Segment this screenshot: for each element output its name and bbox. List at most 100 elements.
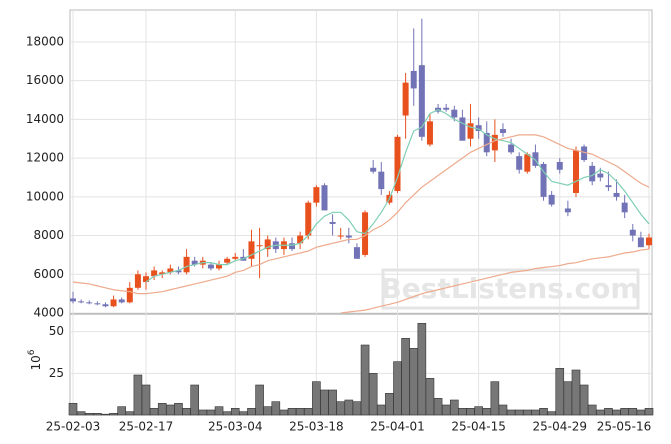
volume-bar [636, 409, 646, 416]
volume-bar [425, 378, 435, 416]
volume-bar [109, 413, 118, 416]
volume-bar [571, 369, 581, 416]
candle-body [126, 287, 133, 303]
candle-body [78, 301, 85, 303]
volume-bar [125, 411, 135, 416]
candle-body [370, 167, 377, 172]
candle-body [467, 123, 474, 139]
volume-bar [523, 409, 532, 416]
volume-bar [76, 411, 86, 416]
candle-body [345, 235, 352, 238]
volume-bar [149, 408, 159, 416]
candle-body [207, 264, 214, 269]
volume-bar [441, 404, 451, 416]
volume-bar [401, 338, 410, 416]
volume-bar [222, 411, 232, 416]
candle-body [451, 109, 458, 118]
volume-bar [417, 323, 427, 416]
volume-bar [101, 413, 110, 416]
x-tick-label: 25-04-15 [451, 420, 505, 434]
candle-body [410, 70, 417, 89]
volume-bar [141, 384, 151, 416]
volume-unit: 10 [29, 355, 43, 370]
volume-bar [539, 408, 548, 416]
volume-bar [198, 409, 208, 416]
y-tick-label: 18000 [26, 34, 64, 48]
candle-body [564, 208, 571, 213]
volume-bar [563, 381, 573, 416]
candle-body [646, 237, 652, 246]
moving-average-line [145, 109, 650, 283]
candle-body [256, 245, 263, 247]
volume-bar [344, 399, 354, 416]
candle-body [613, 192, 620, 197]
y-tick-label: 6000 [33, 267, 64, 281]
volume-bar [328, 389, 337, 416]
candle-body [134, 274, 141, 288]
volume-bar [133, 374, 143, 416]
volume-bar [498, 404, 508, 416]
candle-body [118, 299, 125, 303]
volume-bar [182, 408, 191, 416]
volume-bar [174, 403, 183, 416]
volume-bar [157, 403, 167, 416]
volume-bar [263, 406, 273, 416]
volume-bar [117, 406, 126, 416]
candle-body [629, 229, 636, 236]
y-tick-label: 4000 [33, 306, 64, 320]
candle-body [329, 222, 336, 224]
candle-body [556, 161, 563, 170]
y-tick-label: 16000 [26, 73, 64, 87]
volume-bar [93, 413, 102, 416]
candle-body [183, 256, 190, 273]
volume-bar [385, 393, 394, 416]
candle-body [637, 237, 644, 248]
candle-body [143, 276, 150, 283]
volume-bar [287, 408, 297, 416]
x-tick-label: 25-02-17 [119, 420, 173, 434]
volume-axis-label: 106 [27, 349, 43, 370]
candle-body [102, 304, 109, 307]
candle-body [597, 173, 604, 178]
candle-body [516, 156, 523, 170]
candle-body [94, 303, 101, 305]
candle-body [426, 121, 433, 145]
candle-body [589, 165, 596, 182]
volume-bar [295, 408, 305, 416]
candle-body [313, 187, 320, 203]
volume-bar [393, 361, 402, 416]
volume-bar [206, 409, 216, 416]
volume-bar [644, 408, 654, 416]
candle-body [159, 272, 166, 275]
candle-body [475, 125, 482, 132]
candle-body [175, 270, 182, 273]
volume-tick-label: 50 [49, 324, 64, 338]
volume-exponent: 6 [27, 349, 37, 355]
y-tick-label: 12000 [26, 151, 64, 165]
volume-bar [376, 404, 386, 416]
candle-body [248, 241, 255, 259]
volume-bar [458, 408, 467, 416]
volume-bar [466, 408, 475, 416]
volume-bar [506, 409, 516, 416]
candle-body [483, 132, 490, 153]
candle-body [459, 117, 466, 141]
candle-body [491, 134, 498, 151]
x-tick-label: 25-03-04 [208, 420, 262, 434]
y-tick-label: 14000 [26, 112, 64, 126]
volume-bar [474, 406, 483, 416]
candle-body [499, 129, 506, 133]
volume-bar [587, 404, 597, 416]
candle-body [216, 264, 223, 269]
candle-body [167, 268, 174, 273]
candle-body [151, 270, 158, 277]
candle-body [297, 235, 304, 244]
x-tick-label: 25-05-16 [597, 420, 651, 434]
volume-bar [628, 408, 638, 416]
candle-body [378, 171, 385, 190]
candle-body [289, 243, 296, 250]
x-tick-label: 25-03-18 [289, 420, 343, 434]
volume-bar [555, 368, 565, 416]
volume-bar [239, 411, 248, 416]
